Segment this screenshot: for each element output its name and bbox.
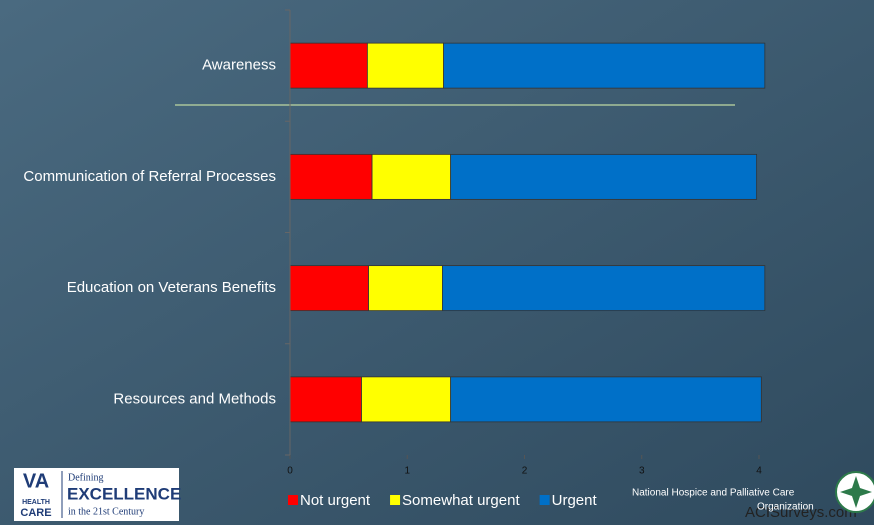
bar-segment (442, 265, 766, 312)
legend-label: Not urgent (300, 492, 371, 509)
bar-segment (443, 42, 766, 89)
logo-text: EXCELLENCE (67, 484, 181, 503)
nhpco-logo (835, 471, 874, 513)
logo-text: Defining (68, 472, 104, 483)
org-text: Organization (757, 502, 814, 513)
bar-segment (289, 153, 373, 200)
x-tick-label: 0 (287, 466, 293, 477)
bar-segment (289, 42, 368, 89)
category-label: Awareness (202, 57, 276, 74)
legend-swatch (288, 495, 298, 505)
x-tick-label: 2 (522, 466, 528, 477)
bar-segment (450, 153, 758, 200)
legend-label: Somewhat urgent (402, 492, 520, 509)
bar-segment (368, 265, 443, 312)
bar-segment (371, 153, 452, 200)
legend-swatch (390, 495, 401, 505)
x-tick-label: 4 (756, 466, 762, 477)
x-tick-label: 1 (404, 466, 410, 477)
logo-text: VA (23, 470, 49, 492)
bar-segment (450, 376, 762, 423)
org-text: National Hospice and Palliative Care (632, 488, 795, 499)
bar-segment (289, 376, 362, 423)
x-tick-label: 3 (639, 466, 645, 477)
category-label: Resources and Methods (113, 390, 276, 407)
bar-segment (289, 265, 369, 312)
bar-segment (361, 376, 452, 423)
watermark: ACISurveys.com (745, 504, 857, 521)
logo-text: CARE (20, 507, 51, 519)
bar-segment (366, 42, 444, 89)
legend-label: Urgent (552, 492, 598, 509)
legend-swatch (539, 495, 550, 505)
va-logo: VA HEALTH CARE Defining EXCELLENCE in th… (14, 468, 181, 521)
logo-shape (840, 476, 872, 508)
category-label: Education on Veterans Benefits (67, 279, 276, 296)
logo-text: in the 21st Century (68, 506, 144, 517)
category-label: Communication of Referral Processes (23, 168, 276, 185)
logo-box (14, 468, 179, 521)
logo-text: HEALTH (22, 499, 50, 506)
